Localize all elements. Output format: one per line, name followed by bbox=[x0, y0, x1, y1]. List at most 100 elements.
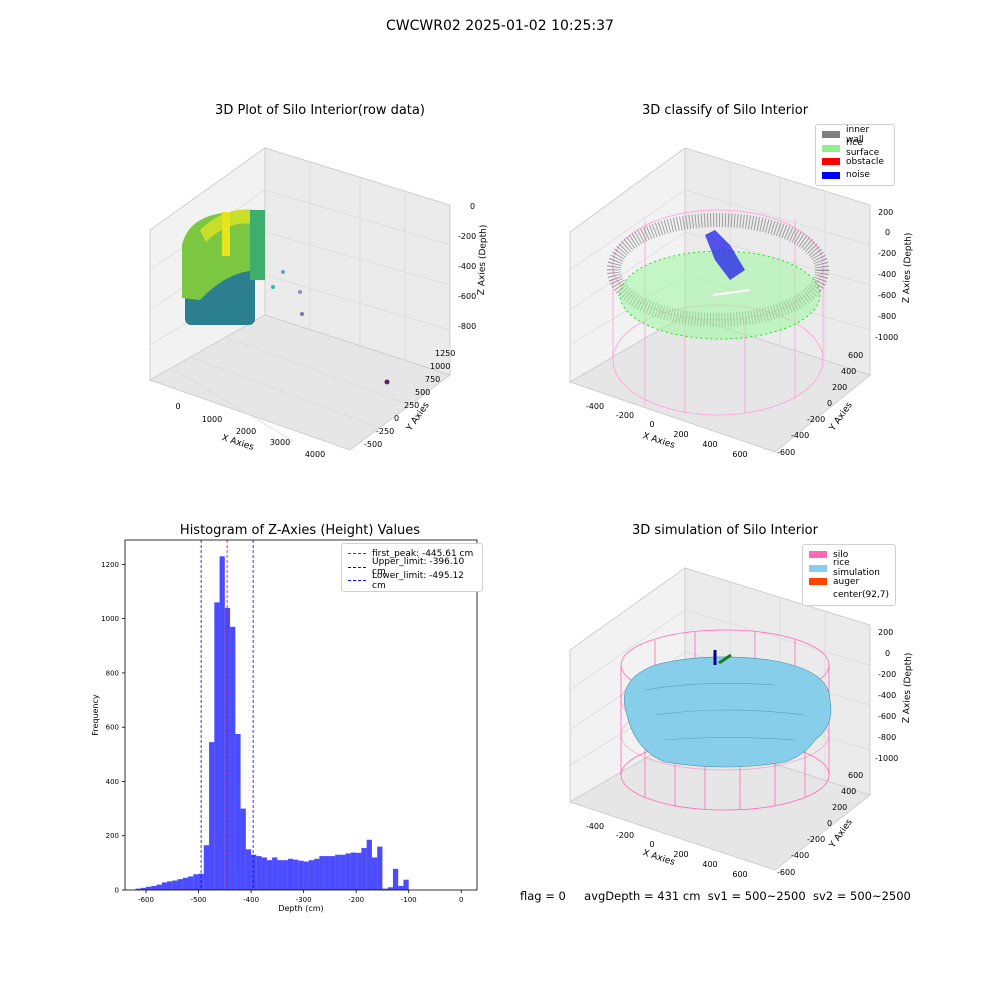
simulation-ytick: 600 bbox=[848, 771, 863, 780]
legend-rice-simulation: rice simulation bbox=[809, 558, 889, 578]
legend-line bbox=[348, 566, 366, 568]
simulation-xlabel: X Axies bbox=[641, 848, 676, 868]
legend-swatch bbox=[822, 171, 840, 179]
classify-ytick: 600 bbox=[848, 351, 863, 360]
histogram-bar bbox=[193, 874, 199, 890]
legend-inner-wall: inner wall bbox=[822, 125, 888, 145]
histogram-title: Histogram of Z-Axies (Height) Values bbox=[179, 523, 421, 538]
raw-outlier bbox=[300, 312, 304, 316]
histogram-x-tick-label: -600 bbox=[138, 896, 154, 904]
histogram-bar bbox=[319, 856, 325, 890]
legend-swatch bbox=[822, 144, 840, 152]
legend-rice-surface: rice surface bbox=[822, 138, 888, 158]
histogram-bar bbox=[335, 854, 341, 890]
histogram-bar bbox=[293, 859, 299, 890]
histogram-bar bbox=[345, 853, 351, 890]
histogram-bars bbox=[135, 556, 409, 890]
histogram-bar bbox=[245, 849, 252, 890]
simulation-ytick: 0 bbox=[827, 819, 832, 828]
classify-3d-plot: -400 -200 0 200 400 600 X Axies -600 -40… bbox=[568, 147, 914, 459]
histogram-ylabel: Frequency bbox=[91, 694, 100, 736]
histogram-x-tick-label: -100 bbox=[401, 896, 417, 904]
simulation-xtick: 200 bbox=[673, 850, 688, 859]
histogram-y-tick-label: 1200 bbox=[101, 561, 119, 569]
histogram-y-tick-label: 0 bbox=[115, 887, 119, 895]
legend-label: Lower_limit: -495.12 cm bbox=[372, 570, 464, 591]
simulation-zlabel: Z Axies (Depth) bbox=[902, 653, 914, 724]
raw-ztick: -600 bbox=[458, 292, 476, 301]
histogram-y-ticks: 0 200 400 600 800 1000 1200 bbox=[101, 561, 125, 895]
legend-label: noise bbox=[846, 170, 870, 181]
histogram-bar bbox=[161, 882, 168, 890]
raw-ytick: 500 bbox=[415, 388, 430, 397]
simulation-ytick: 400 bbox=[841, 787, 856, 796]
classify-ztick: -800 bbox=[878, 312, 896, 321]
histogram-threshold-lines bbox=[200, 540, 254, 890]
histogram-bar bbox=[261, 857, 267, 890]
classify-ytick: -200 bbox=[807, 415, 825, 424]
classify-plot-title: 3D classify of Silo Interior bbox=[641, 103, 809, 118]
classify-ztick: -400 bbox=[878, 270, 896, 279]
raw-data-3d-plot: 0 1000 2000 3000 4000 X Axies -500 -250 … bbox=[148, 147, 489, 459]
histogram-bar bbox=[392, 868, 399, 890]
histogram-bar bbox=[361, 847, 367, 890]
raw-plot-title: 3D Plot of Silo Interior(row data) bbox=[215, 103, 425, 118]
classify-ztick: -1000 bbox=[875, 333, 898, 342]
histogram-chart: -600 -500 -400 -300 -200 -100 0 0 200 400 600 800 1… bbox=[91, 539, 478, 913]
raw-zlabel: Z Axies (Depth) bbox=[477, 225, 489, 296]
histogram-y-tick-label: 600 bbox=[106, 724, 119, 732]
status-sv1: sv1 = 500~2500 bbox=[707, 889, 806, 903]
histogram-bar bbox=[340, 854, 346, 890]
classify-ztick: 0 bbox=[885, 228, 890, 237]
simulation-rice-surface bbox=[623, 656, 832, 768]
legend-auger: auger bbox=[809, 575, 889, 589]
classify-xtick: 200 bbox=[673, 430, 688, 439]
simulation-ytick: -200 bbox=[807, 835, 825, 844]
classify-ztick: 200 bbox=[878, 208, 893, 217]
legend-label: auger bbox=[833, 576, 860, 587]
simulation-center-arrow bbox=[718, 653, 732, 665]
legend-label: first_peak: -445.61 cm bbox=[372, 548, 474, 559]
legend-swatch bbox=[822, 131, 840, 139]
legend-swatch bbox=[809, 564, 827, 572]
histogram-bar bbox=[256, 856, 262, 890]
histogram-bar bbox=[172, 880, 178, 890]
histogram-bar bbox=[209, 742, 215, 890]
raw-xlabel: X Axies bbox=[220, 433, 255, 453]
histogram-bar bbox=[235, 733, 241, 890]
histogram-bar bbox=[156, 884, 162, 890]
histogram-bar bbox=[403, 879, 409, 890]
histogram-bar bbox=[308, 860, 315, 890]
raw-ytick: 250 bbox=[404, 401, 419, 410]
histogram-bar bbox=[287, 858, 294, 890]
simulation-xtick: 600 bbox=[732, 870, 747, 879]
histogram-bar bbox=[377, 846, 383, 890]
histogram-bar bbox=[146, 886, 152, 890]
histogram-bar bbox=[177, 879, 183, 890]
simulation-plot-title: 3D simulation of Silo Interior bbox=[632, 523, 818, 538]
classify-inner-wall-points bbox=[607, 213, 829, 327]
histogram-y-tick-label: 400 bbox=[106, 778, 119, 786]
raw-ztick: -400 bbox=[458, 262, 476, 271]
histogram-bar bbox=[214, 602, 220, 890]
figure-title: CWCWR02 2025-01-02 10:25:37 bbox=[386, 18, 614, 34]
simulation-ztick: -400 bbox=[878, 691, 896, 700]
raw-xtick: 1000 bbox=[202, 415, 222, 424]
legend-label: silo bbox=[833, 549, 849, 560]
legend-line bbox=[348, 553, 366, 555]
raw-ytick: 750 bbox=[425, 375, 440, 384]
histogram-bar bbox=[350, 852, 357, 890]
raw-ztick: -800 bbox=[458, 322, 476, 331]
histogram-bar bbox=[356, 852, 362, 890]
legend-label: center(92,7) bbox=[833, 590, 890, 601]
raw-outlier bbox=[271, 285, 275, 289]
histogram-frame bbox=[124, 539, 478, 891]
legend-swatch bbox=[809, 578, 827, 586]
histogram-bar bbox=[272, 857, 278, 890]
legend-label: rice simulation bbox=[833, 558, 880, 579]
legend-silo: silo bbox=[809, 548, 889, 562]
simulation-ytick: -400 bbox=[791, 851, 809, 860]
status-sv2: sv2 = 500~2500 bbox=[812, 889, 911, 903]
simulation-ztick: -600 bbox=[878, 712, 896, 721]
histogram-bar bbox=[151, 885, 157, 890]
